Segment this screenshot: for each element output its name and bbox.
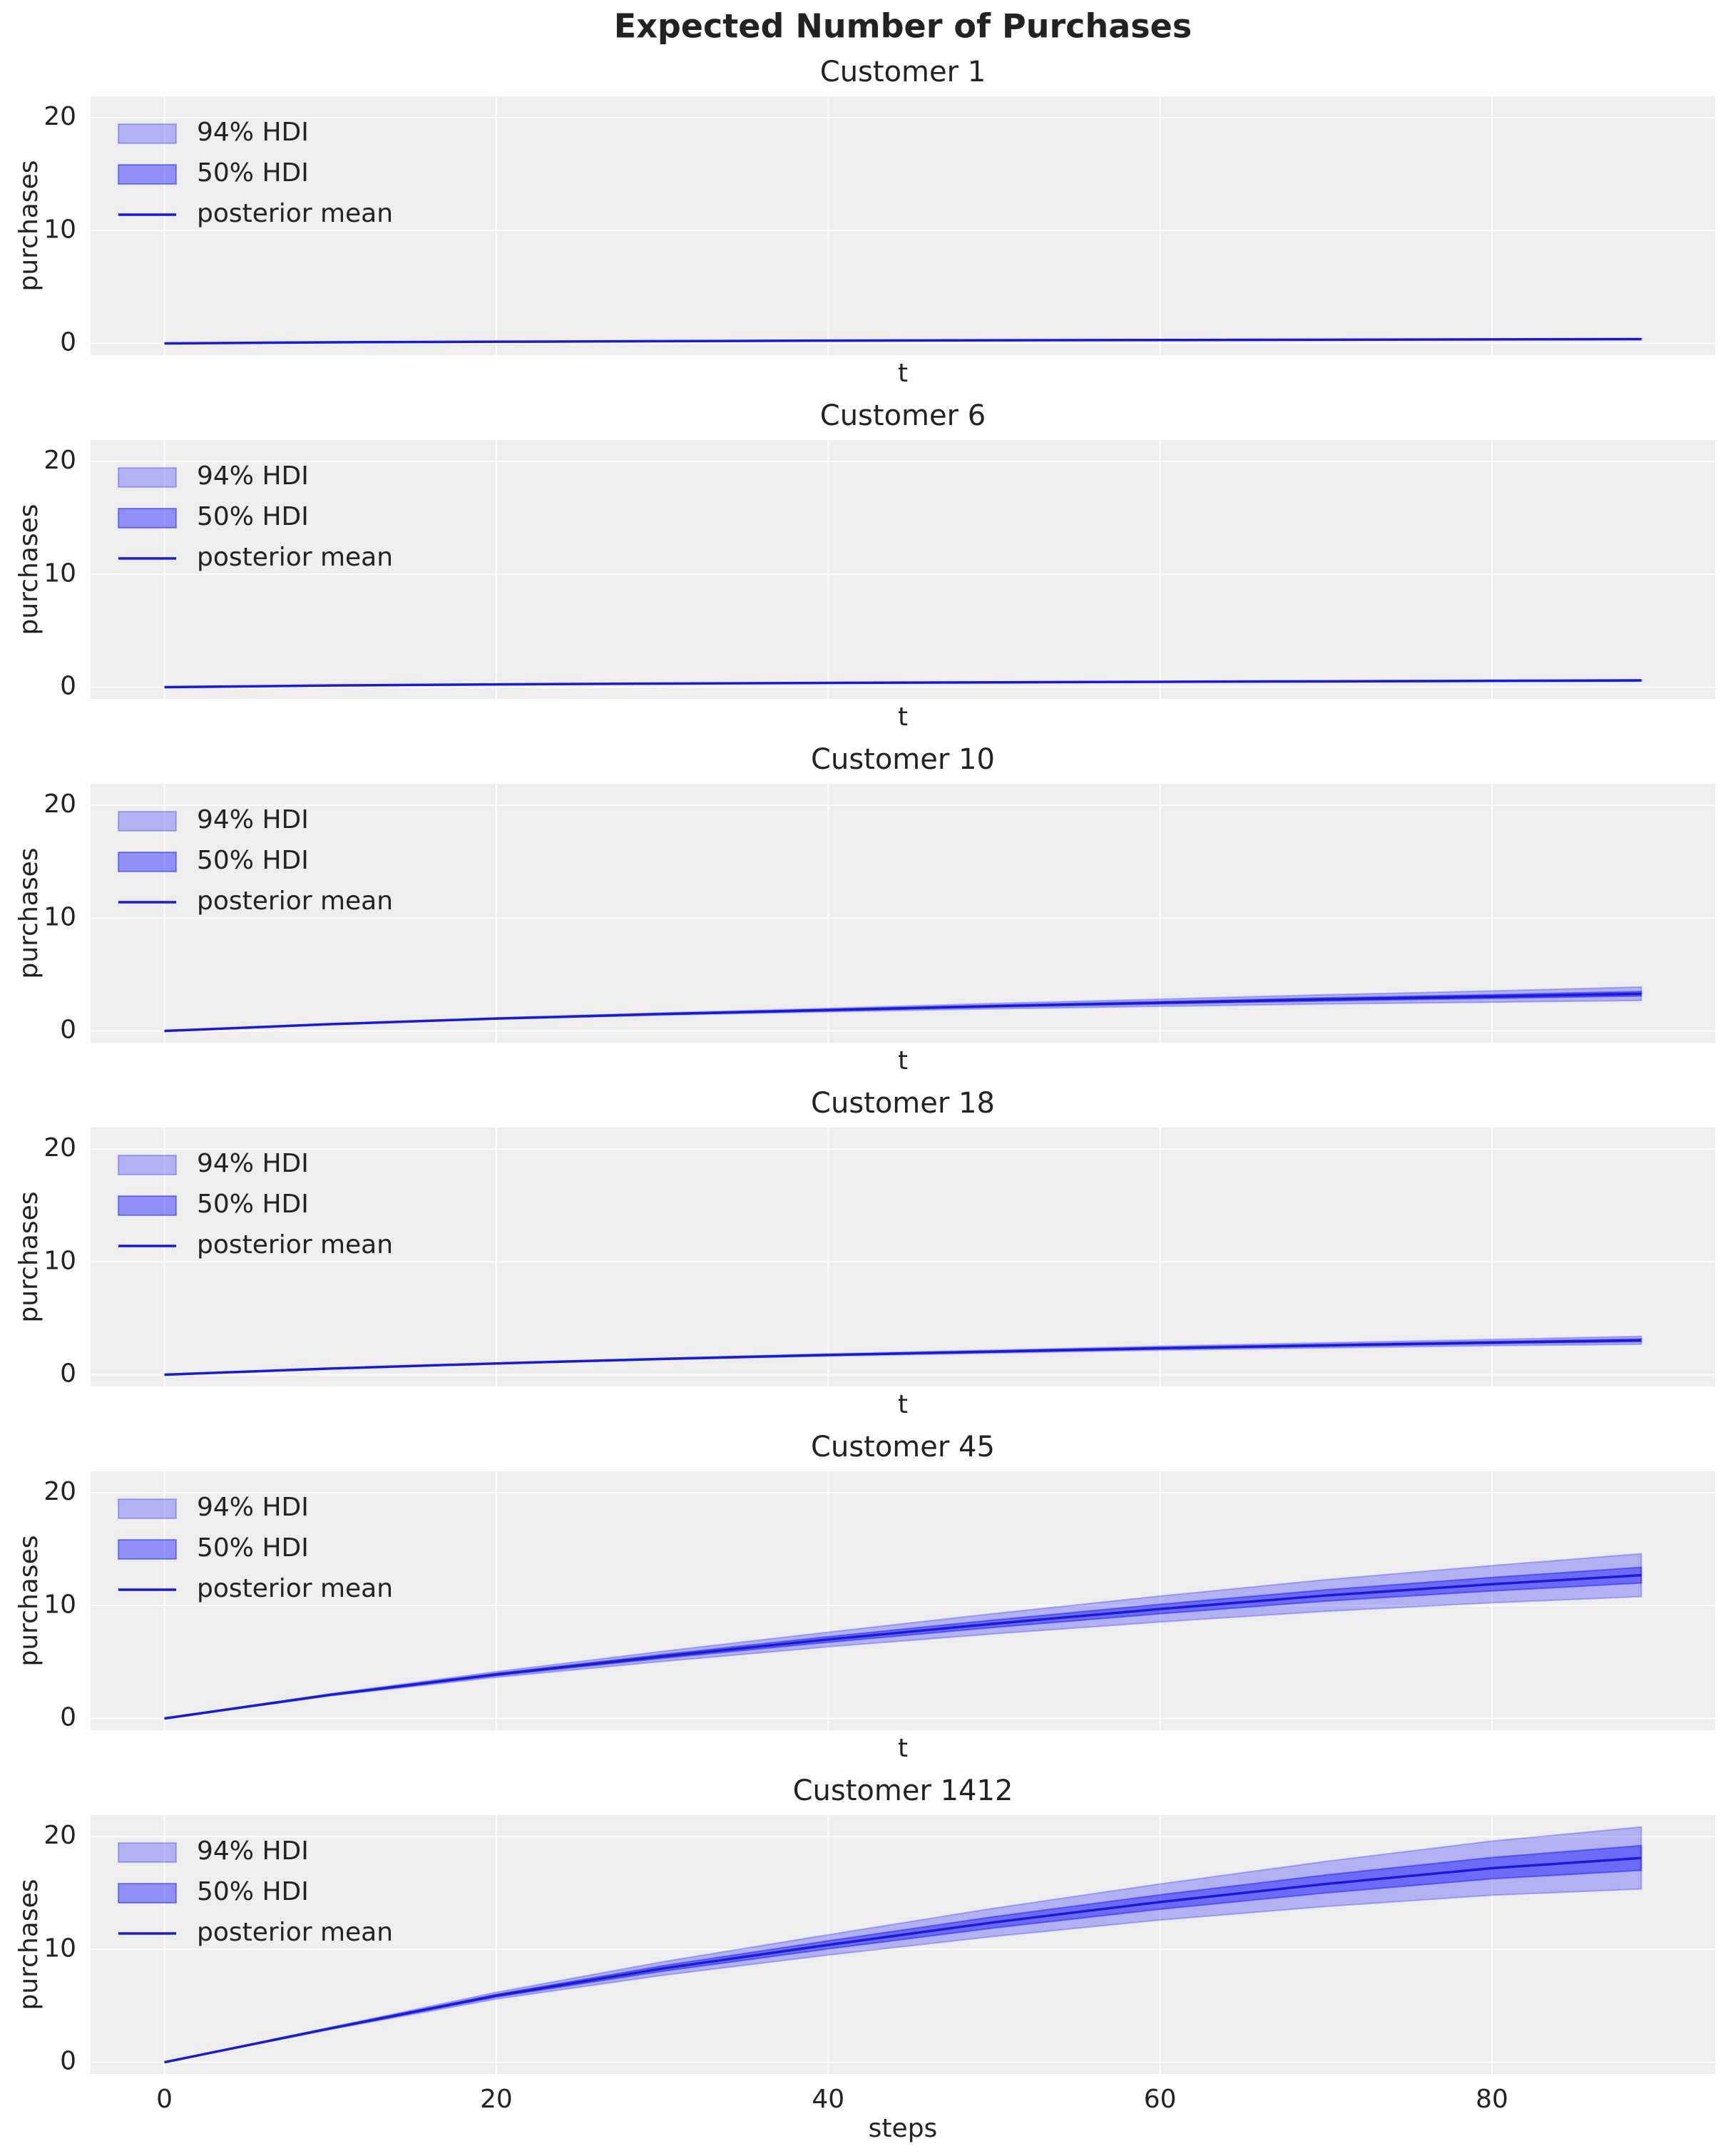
- x-tick-label: 40: [812, 2085, 844, 2114]
- plot-area: [91, 440, 1715, 699]
- y-tick-label: 0: [60, 1359, 76, 1389]
- subplot-title: Customer 18: [811, 1087, 995, 1120]
- legend-label: 50% HDI: [197, 846, 309, 875]
- x-tick-label: 20: [480, 2085, 513, 2114]
- legend-swatch: [118, 1842, 177, 1863]
- mean-line: [164, 1856, 1642, 2064]
- legend-label: posterior mean: [197, 1230, 393, 1260]
- legend-label: 50% HDI: [197, 1533, 309, 1563]
- legend-swatch: [118, 1498, 177, 1519]
- x-axis-label: t: [898, 1390, 908, 1419]
- plot-area: [91, 1471, 1715, 1730]
- subplot-title: Customer 45: [811, 1431, 995, 1463]
- x-tick-label: 60: [1144, 2085, 1177, 2114]
- plot-area: [91, 1815, 1715, 2074]
- legend-label: posterior mean: [197, 887, 393, 916]
- subplot: 0 20 40 60 80 0 10 20 Customer 1412 steps purchase…: [14, 1774, 1715, 2143]
- y-tick-label: 20: [44, 1821, 76, 1850]
- legend-label: posterior mean: [197, 1574, 393, 1603]
- x-axis-label: t: [898, 1046, 908, 1076]
- y-axis-label: purchases: [14, 1191, 44, 1322]
- y-tick-label: 20: [44, 446, 76, 475]
- y-tick-label: 0: [60, 2047, 76, 2076]
- legend-label: 94% HDI: [197, 1836, 309, 1866]
- legend-label: 94% HDI: [197, 118, 309, 147]
- legend-swatch: [118, 123, 177, 144]
- y-axis-label: purchases: [14, 160, 44, 291]
- x-axis-label: steps: [869, 2114, 938, 2143]
- subplot: 0 10 20 Customer 18 t purchases 94% HDI 50% HDI…: [14, 1087, 1715, 1419]
- legend-label: 94% HDI: [197, 805, 309, 834]
- legend-swatch: [118, 1195, 177, 1216]
- mean-line: [164, 1573, 1642, 1720]
- legend-label: 50% HDI: [197, 1877, 309, 1906]
- x-tick-label: 80: [1476, 2085, 1508, 2114]
- mean-line: [164, 337, 1642, 345]
- y-axis-label: purchases: [14, 504, 44, 635]
- subplot: 0 10 20 Customer 1 t purchases 94% HDI 50% HDI p…: [14, 56, 1715, 388]
- subplot: 0 10 20 Customer 10 t purchases 94% HDI 50% HDI…: [14, 743, 1715, 1076]
- y-axis-label: purchases: [14, 847, 44, 979]
- y-tick-label: 20: [44, 102, 76, 131]
- legend-label: 50% HDI: [197, 1190, 309, 1219]
- y-axis-label: purchases: [14, 1879, 44, 2010]
- plot-area: [91, 96, 1715, 355]
- legend-label: 94% HDI: [197, 1493, 309, 1522]
- plot-area: [91, 784, 1715, 1043]
- y-tick-label: 10: [44, 1246, 76, 1275]
- legend-swatch: [118, 467, 177, 488]
- y-tick-label: 10: [44, 1933, 76, 1963]
- legend-label: posterior mean: [197, 1918, 393, 1947]
- y-axis-label: purchases: [14, 1535, 44, 1666]
- mean-line: [164, 679, 1642, 689]
- legend-swatch: [118, 1155, 177, 1175]
- y-tick-label: 0: [60, 1016, 76, 1045]
- legend-label: posterior mean: [197, 543, 393, 572]
- y-tick-label: 10: [44, 558, 76, 588]
- legend-swatch: [118, 1539, 177, 1560]
- legend-swatch: [118, 811, 177, 832]
- mean-line: [164, 992, 1642, 1033]
- subplot-title: Customer 6: [820, 399, 986, 432]
- y-tick-label: 20: [44, 1133, 76, 1163]
- subplot: 0 10 20 Customer 45 t purchases 94% HDI 50% HDI…: [14, 1431, 1715, 1763]
- legend-swatch: [118, 852, 177, 872]
- y-tick-label: 10: [44, 902, 76, 931]
- legend-label: 50% HDI: [197, 502, 309, 531]
- subplot-title: Customer 1: [820, 56, 986, 88]
- y-tick-label: 0: [60, 1703, 76, 1732]
- y-tick-label: 0: [60, 672, 76, 701]
- x-tick-label: 0: [156, 2085, 173, 2114]
- x-axis-label: t: [898, 359, 908, 388]
- y-tick-label: 20: [44, 1477, 76, 1506]
- legend-swatch: [118, 1883, 177, 1904]
- y-tick-label: 10: [44, 215, 76, 244]
- x-axis-label: t: [898, 1734, 908, 1763]
- mean-line: [164, 1339, 1642, 1376]
- y-tick-label: 10: [44, 1590, 76, 1619]
- y-tick-label: 20: [44, 790, 76, 819]
- subplot-title: Customer 1412: [793, 1774, 1013, 1807]
- legend-swatch: [118, 508, 177, 528]
- figure-title: Expected Number of Purchases: [614, 7, 1192, 46]
- legend-label: posterior mean: [197, 199, 393, 228]
- subplot: 0 10 20 Customer 6 t purchases 94% HDI 50% HDI p…: [14, 399, 1715, 732]
- legend-swatch: [118, 164, 177, 185]
- x-axis-label: t: [898, 703, 908, 732]
- legend-label: 50% HDI: [197, 158, 309, 188]
- legend-label: 94% HDI: [197, 1149, 309, 1178]
- subplot-title: Customer 10: [811, 743, 995, 776]
- y-tick-label: 0: [60, 328, 76, 357]
- legend-label: 94% HDI: [197, 461, 309, 491]
